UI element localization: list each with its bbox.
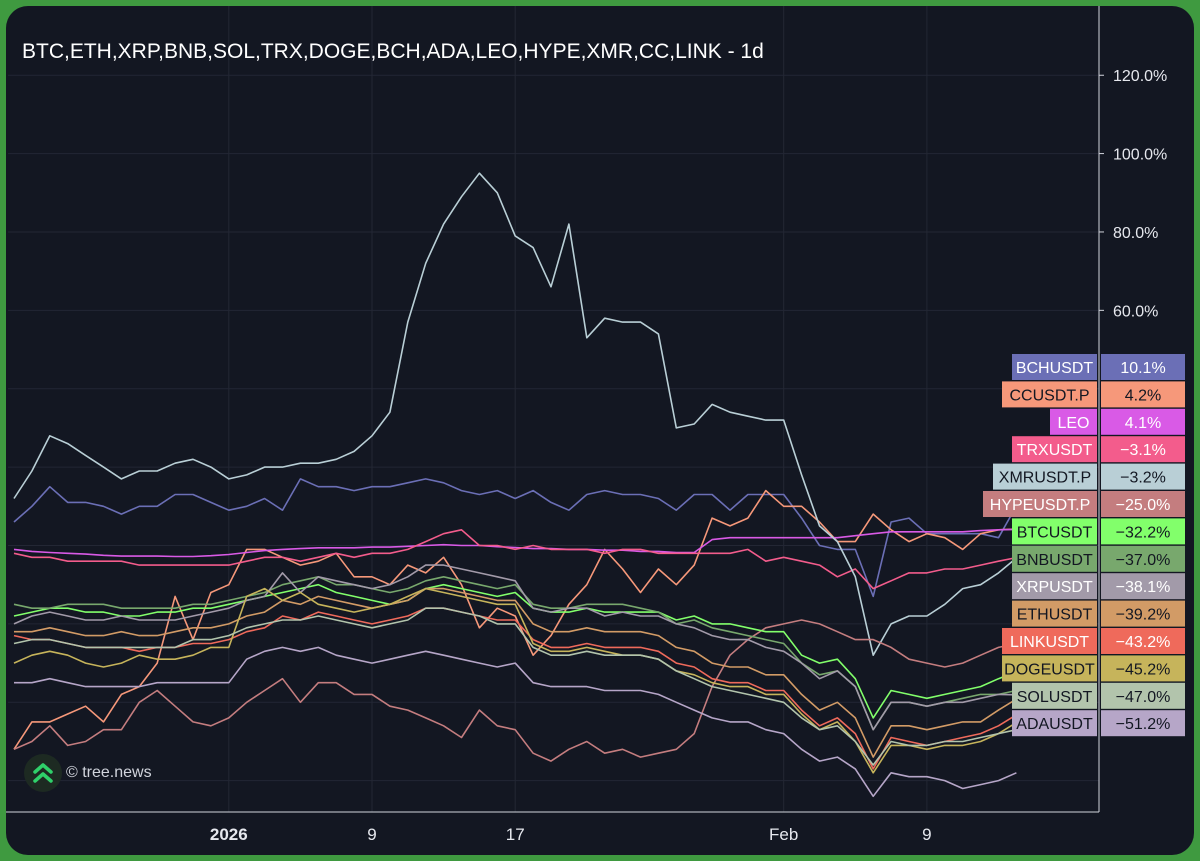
x-tick-label: 9 (922, 825, 931, 844)
series-value-label: −38.1% (1116, 579, 1171, 596)
series-label-box (983, 491, 1097, 517)
watermark: © tree.news (24, 754, 152, 792)
series-value-label: −32.2% (1116, 524, 1171, 541)
series-value-box (1101, 381, 1185, 408)
series-line-btcusdt (13, 583, 1017, 719)
series-label-box (993, 463, 1097, 490)
series-label-name: TRXUSDT (1017, 442, 1093, 459)
series-value-box (1101, 491, 1185, 517)
series-line-ethusdt (14, 587, 1017, 758)
series-value-box (1101, 628, 1185, 654)
series-line-solusdt (13, 607, 1017, 766)
series-lines (13, 172, 1018, 798)
tree-logo-icon (24, 754, 62, 792)
series-value-label: −51.2% (1116, 716, 1171, 733)
x-tick-label: Feb (769, 825, 798, 844)
x-tick-label: 2026 (210, 825, 248, 844)
series-label-name: XMRUSDT.P (999, 470, 1091, 487)
series-line-linkusdt (13, 607, 1017, 770)
y-tick-label: 60.0% (1113, 303, 1158, 320)
series-line-adausdt (14, 646, 1017, 798)
y-tick-label: 80.0% (1113, 225, 1158, 242)
series-label-name: DOGEUSDT (1004, 661, 1095, 678)
chart-svg: 120.0% 100.0% 80.0% 60.0% 2026 9 17 Feb 9 BCHUSD… (6, 6, 1185, 844)
series-value-label: −3.1% (1120, 442, 1166, 459)
series-label-box (1050, 408, 1097, 435)
series-line-bchusdt (13, 478, 1018, 598)
y-tick-label: 100.0% (1113, 147, 1167, 164)
series-label-name: BCHUSDT (1016, 360, 1094, 377)
series-value-box (1101, 436, 1185, 463)
x-tick-label: 17 (506, 825, 525, 844)
series-label-name: XRPUSDT (1016, 579, 1093, 596)
series-line-xrpusdt (13, 564, 1017, 731)
watermark-text: © tree.news (66, 764, 152, 781)
series-label-box (1012, 545, 1097, 572)
series-label-box (1012, 682, 1097, 709)
series-label-name: SOLUSDT (1017, 689, 1093, 706)
series-value-box (1101, 710, 1185, 737)
series-label-name: CCUSDT.P (1009, 387, 1089, 404)
series-value-box (1101, 655, 1185, 682)
series-value-label: −43.2% (1116, 634, 1171, 651)
series-label-name: BNBUSDT (1016, 552, 1093, 569)
series-label-name: ADAUSDT (1016, 716, 1093, 733)
series-line-hypeusdt-p (13, 619, 1017, 762)
series-label-name: ETHUSDT (1017, 607, 1093, 624)
series-value-box (1101, 354, 1185, 380)
series-line-dogeusdt (13, 587, 1017, 774)
series-label-box (1002, 655, 1097, 682)
series-value-label: −45.2% (1116, 661, 1171, 678)
series-line-xmrusdt-p (13, 172, 1017, 657)
series-value-box (1101, 518, 1185, 545)
series-label-box (1002, 628, 1097, 654)
series-label-box (1002, 381, 1097, 408)
series-labels: BCHUSDT 10.1% CCUSDT.P 4.2% LEO 4.1% TRXUSDT −3… (983, 354, 1185, 737)
axes: 120.0% 100.0% 80.0% 60.0% 2026 9 17 Feb 9 (6, 6, 1167, 844)
series-label-name: HYPEUSDT.P (990, 497, 1090, 514)
series-label-name: BTCUSDT (1017, 524, 1093, 541)
series-value-box (1101, 463, 1185, 490)
series-value-label: 4.1% (1125, 415, 1161, 432)
series-value-box (1101, 408, 1185, 435)
series-label-box (1012, 600, 1097, 627)
series-label-box (1012, 710, 1097, 737)
grid (8, 6, 1099, 812)
series-value-box (1101, 600, 1185, 627)
series-label-box (1012, 436, 1097, 463)
series-value-label: −47.0% (1116, 689, 1171, 706)
chart-frame: 120.0% 100.0% 80.0% 60.0% 2026 9 17 Feb 9 BCHUSD… (6, 6, 1194, 855)
series-value-label: −25.0% (1116, 497, 1171, 514)
series-label-box (1012, 518, 1097, 545)
series-label-name: LINKUSDT (1010, 634, 1089, 651)
series-value-box (1101, 682, 1185, 709)
series-label-name: LEO (1057, 415, 1089, 432)
series-value-box (1101, 545, 1185, 572)
series-value-label: 10.1% (1120, 360, 1165, 377)
series-value-label: −37.0% (1116, 552, 1171, 569)
chart-title: BTC,ETH,XRP,BNB,SOL,TRX,DOGE,BCH,ADA,LEO… (22, 40, 764, 63)
series-label-box (1012, 354, 1097, 380)
series-value-label: −3.2% (1120, 470, 1166, 487)
x-tick-label: 9 (367, 825, 376, 844)
series-line-trxusdt (13, 528, 1017, 590)
y-tick-label: 120.0% (1113, 68, 1167, 85)
series-label-box (1012, 573, 1097, 600)
series-value-box (1101, 573, 1185, 600)
series-value-label: 4.2% (1125, 387, 1161, 404)
series-line-leo (13, 528, 1017, 558)
series-value-label: −39.2% (1116, 607, 1171, 624)
